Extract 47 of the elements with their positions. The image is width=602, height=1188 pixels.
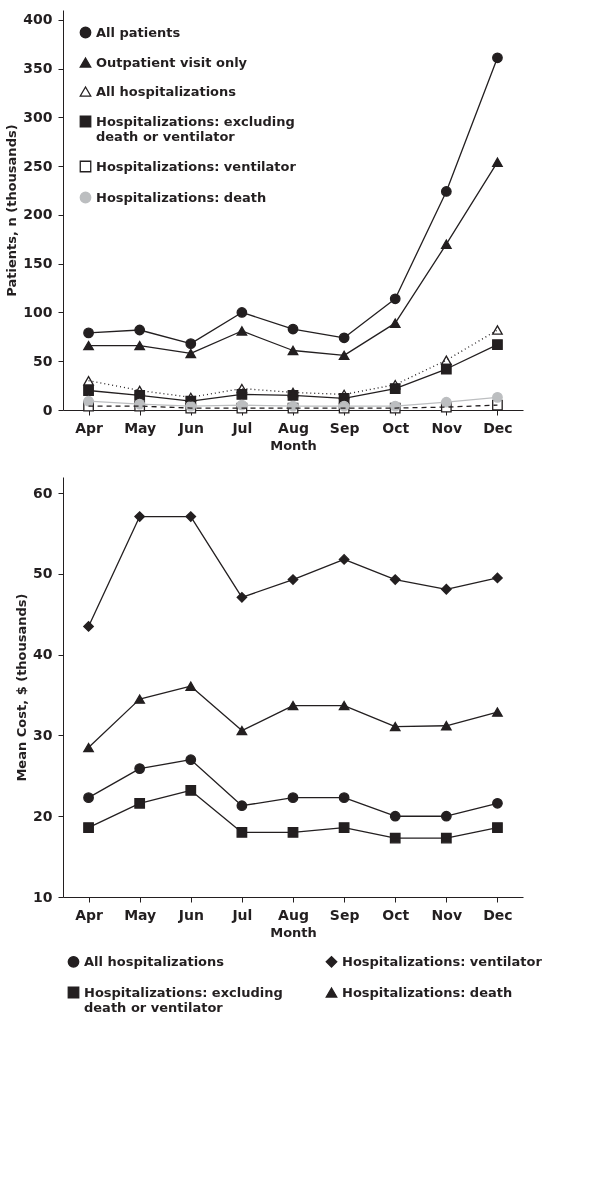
y-tick-label: 250 — [23, 157, 53, 174]
x-axis-title: Month — [270, 437, 317, 453]
legend-label: Hospitalizations: death — [96, 189, 267, 205]
y-tick-label: 300 — [23, 108, 53, 125]
y-tick-label: 350 — [23, 60, 53, 77]
legend-label: All hospitalizations — [84, 953, 225, 969]
y-tick-label: 40 — [33, 646, 53, 663]
legend-label: All patients — [96, 24, 181, 40]
y-tick-label: 50 — [33, 352, 53, 369]
y-tick-label: 200 — [23, 206, 53, 223]
x-tick-label: Dec — [483, 906, 513, 923]
x-tick-label: Nov — [431, 419, 463, 436]
y-axis-title: Mean Cost, $ (thousands) — [14, 593, 30, 782]
x-tick-label: Sep — [329, 419, 360, 436]
legend-label: Hospitalizations: excluding death or ventilator — [96, 113, 295, 144]
x-tick-label: Oct — [382, 906, 410, 923]
x-tick-label: Apr — [75, 419, 104, 436]
legend-label: Outpatient visit only — [96, 54, 248, 70]
x-tick-label: Dec — [483, 419, 513, 436]
x-tick-label: Jun — [177, 906, 204, 923]
y-tick-label: 10 — [33, 888, 53, 905]
x-axis-title: Month — [270, 924, 317, 940]
x-tick-label: Jul — [231, 906, 253, 923]
legend-label: Hospitalizations: ventilator — [96, 158, 297, 174]
x-tick-label: Aug — [278, 906, 309, 923]
x-tick-label: May — [124, 906, 157, 923]
x-tick-label: Jul — [231, 419, 253, 436]
y-tick-label: 30 — [33, 726, 53, 743]
legend-label: All hospitalizations — [96, 83, 237, 99]
x-tick-label: May — [124, 419, 157, 436]
legend-label: Hospitalizations: ventilator — [342, 953, 543, 969]
x-tick-label: Apr — [75, 906, 104, 923]
y-tick-label: 20 — [33, 807, 53, 824]
y-tick-label: 0 — [42, 401, 53, 418]
y-tick-label: 50 — [33, 565, 53, 582]
legend-label: Hospitalizations: death — [342, 984, 513, 1000]
y-axis-title: Patients, n (thousands) — [4, 124, 20, 297]
x-tick-label: Aug — [278, 419, 309, 436]
y-tick-label: 400 — [23, 11, 53, 28]
y-tick-label: 150 — [23, 255, 53, 272]
x-tick-label: Nov — [431, 906, 463, 923]
x-tick-label: Jun — [177, 419, 204, 436]
legend-label: Hospitalizations: excluding death or ventilator — [84, 984, 283, 1015]
x-tick-label: Sep — [329, 906, 360, 923]
y-tick-label: 100 — [23, 303, 53, 320]
y-tick-label: 60 — [33, 484, 53, 501]
x-tick-label: Oct — [382, 419, 410, 436]
